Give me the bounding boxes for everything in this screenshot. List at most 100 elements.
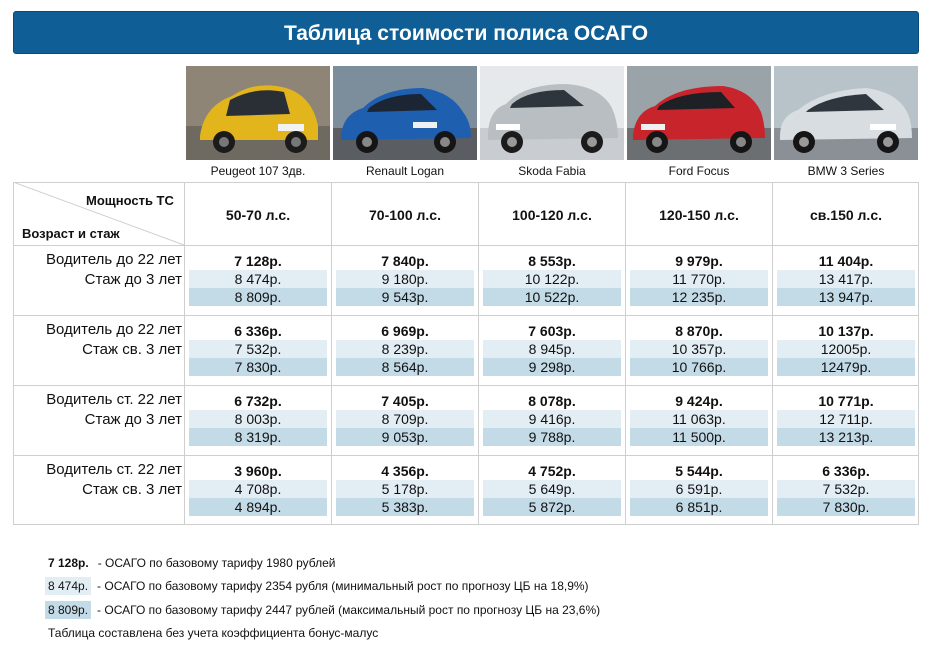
price-cell-max: 9 298р. — [483, 358, 621, 376]
price-cell-max: 8 319р. — [189, 428, 327, 446]
price-cell-max: 9 053р. — [336, 428, 474, 446]
price-cell-max: 7 830р. — [777, 498, 915, 516]
power-range-header: св.150 л.с. — [810, 207, 882, 223]
price-cell-base: 7 603р. — [528, 323, 576, 339]
car-ford: Ford Focus — [627, 66, 771, 178]
price-cell-max: 6 851р. — [630, 498, 768, 516]
price-cell-max: 12479р. — [777, 358, 915, 376]
legend-sample-max: 8 809р. — [45, 601, 92, 619]
group-label: Водитель ст. 22 лет Стаж до 3 лет — [14, 390, 182, 430]
price-cell-min: 5 178р. — [336, 480, 474, 498]
group-label-line: Стаж до 3 лет — [84, 271, 182, 288]
column-divider — [625, 182, 626, 525]
price-cell-min: 12 711р. — [777, 410, 915, 428]
car-photo-renault — [333, 66, 477, 160]
price-cell-max: 13 947р. — [777, 288, 915, 306]
car-peugeot: Peugeot 107 3дв. — [186, 66, 330, 178]
price-cell-max: 11 500р. — [630, 428, 768, 446]
car-name: Skoda Fabia — [518, 164, 586, 178]
price-cell-base: 9 424р. — [675, 393, 723, 409]
car-name: BMW 3 Series — [807, 164, 885, 178]
price-cell-min: 8 239р. — [336, 340, 474, 358]
power-range-header: 70-100 л.с. — [369, 207, 441, 223]
car-photo-bmw — [774, 66, 918, 160]
price-cell-base: 6 336р. — [234, 323, 282, 339]
legend-item: 8 474р. - ОСАГО по базовому тарифу 2354 р… — [45, 577, 589, 595]
price-cell-base: 4 752р. — [528, 463, 576, 479]
row-divider — [13, 385, 919, 386]
price-cell-min: 8 474р. — [189, 270, 327, 288]
car-bmw: BMW 3 Series — [774, 66, 918, 178]
legend-sample-base: 7 128р. — [48, 556, 89, 570]
price-cell-max: 8 809р. — [189, 288, 327, 306]
price-cell-min: 12005р. — [777, 340, 915, 358]
price-cell-max: 4 894р. — [189, 498, 327, 516]
price-cell-max: 10 766р. — [630, 358, 768, 376]
legend-sample-min: 8 474р. — [45, 577, 92, 595]
car-name: Peugeot 107 3дв. — [210, 164, 306, 178]
price-cell-base: 10 137р. — [818, 323, 874, 339]
price-cell-min: 10 122р. — [483, 270, 621, 288]
age-header-label: Возраст и стаж — [22, 226, 120, 241]
group-label: Водитель до 22 лет Стаж св. 3 лет — [14, 320, 182, 360]
power-range-header: 100-120 л.с. — [512, 207, 592, 223]
price-cell-min: 10 357р. — [630, 340, 768, 358]
price-cell-base: 5 544р. — [675, 463, 723, 479]
price-cell-base: 7 128р. — [234, 253, 282, 269]
price-cell-base: 7 405р. — [381, 393, 429, 409]
price-cell-min: 11 770р. — [630, 270, 768, 288]
price-cell-min: 7 532р. — [777, 480, 915, 498]
price-cell-base: 6 732р. — [234, 393, 282, 409]
price-table — [13, 182, 919, 525]
price-cell-base: 6 336р. — [822, 463, 870, 479]
car-photo-skoda — [480, 66, 624, 160]
price-cell-min: 9 180р. — [336, 270, 474, 288]
title-bar: Таблица стоимости полиса ОСАГО — [13, 11, 919, 54]
price-cell-min: 8 709р. — [336, 410, 474, 428]
group-label-line: Стаж до 3 лет — [84, 411, 182, 428]
column-divider — [184, 182, 185, 525]
car-name: Renault Logan — [365, 164, 445, 178]
group-label-line: Водитель ст. 22 лет — [46, 391, 182, 408]
price-cell-min: 5 649р. — [483, 480, 621, 498]
price-cell-min: 8 945р. — [483, 340, 621, 358]
price-cell-max: 9 543р. — [336, 288, 474, 306]
power-range-header: 50-70 л.с. — [225, 207, 291, 223]
price-cell-max: 5 383р. — [336, 498, 474, 516]
group-label-line: Стаж св. 3 лет — [82, 341, 182, 358]
price-cell-min: 6 591р. — [630, 480, 768, 498]
price-cell-min: 7 532р. — [189, 340, 327, 358]
price-cell-base: 11 404р. — [818, 253, 874, 269]
price-cell-max: 8 564р. — [336, 358, 474, 376]
car-renault: Renault Logan — [333, 66, 477, 178]
price-cell-base: 8 553р. — [528, 253, 576, 269]
header-diagonal — [13, 182, 185, 246]
price-cell-base: 8 078р. — [528, 393, 576, 409]
price-cell-min: 4 708р. — [189, 480, 327, 498]
price-cell-max: 10 522р. — [483, 288, 621, 306]
price-cell-base: 3 960р. — [234, 463, 282, 479]
car-photo-ford — [627, 66, 771, 160]
row-divider — [13, 315, 919, 316]
legend-item: 7 128р. - ОСАГО по базовому тарифу 1980 р… — [45, 554, 335, 572]
legend-text: - ОСАГО по базовому тарифу 2354 рубля (м… — [97, 579, 589, 593]
group-label-line: Стаж св. 3 лет — [82, 481, 182, 498]
column-divider — [772, 182, 773, 525]
price-cell-base: 8 870р. — [675, 323, 723, 339]
footnote: Таблица составлена без учета коэффициент… — [48, 626, 379, 640]
group-label-line: Водитель ст. 22 лет — [46, 461, 182, 478]
column-divider — [331, 182, 332, 525]
power-header-label: Мощность ТС — [86, 193, 174, 208]
legend-text: - ОСАГО по базовому тарифу 2447 рублей (… — [97, 603, 601, 617]
price-cell-base: 6 969р. — [381, 323, 429, 339]
price-cell-base: 9 979р. — [675, 253, 723, 269]
car-name: Ford Focus — [668, 164, 730, 178]
price-cell-max: 13 213р. — [777, 428, 915, 446]
price-cell-min: 9 416р. — [483, 410, 621, 428]
group-label: Водитель до 22 лет Стаж до 3 лет — [14, 250, 182, 290]
price-cell-min: 11 063р. — [630, 410, 768, 428]
price-cell-max: 5 872р. — [483, 498, 621, 516]
price-cell-max: 9 788р. — [483, 428, 621, 446]
group-label-line: Водитель до 22 лет — [45, 321, 182, 338]
price-cell-min: 8 003р. — [189, 410, 327, 428]
